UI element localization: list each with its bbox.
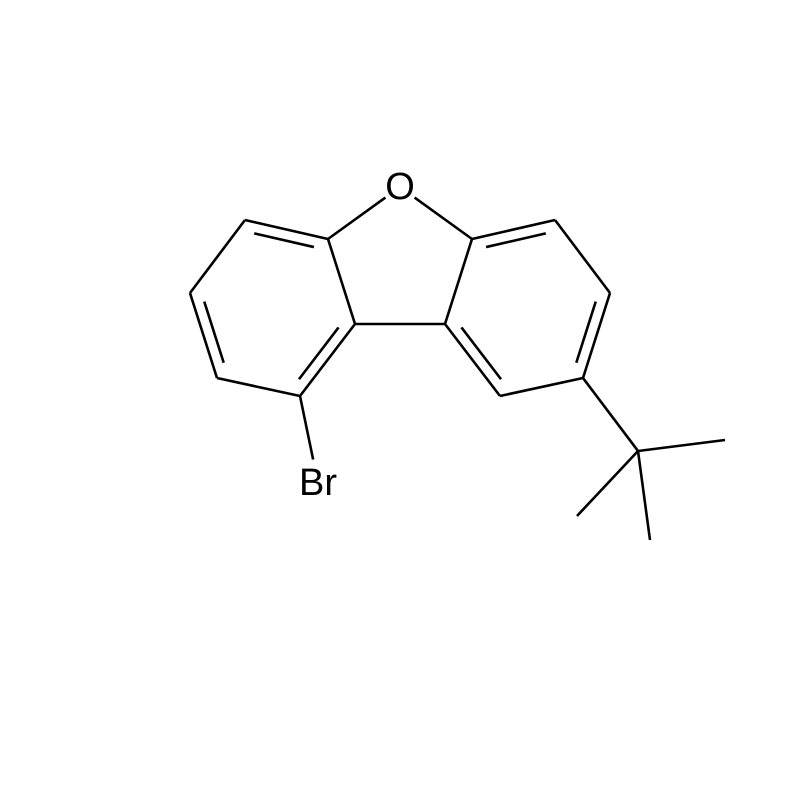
atom-label-br: Br [299,462,337,504]
molecule-diagram: O Br [0,0,800,800]
atom-label-o: O [385,166,415,208]
